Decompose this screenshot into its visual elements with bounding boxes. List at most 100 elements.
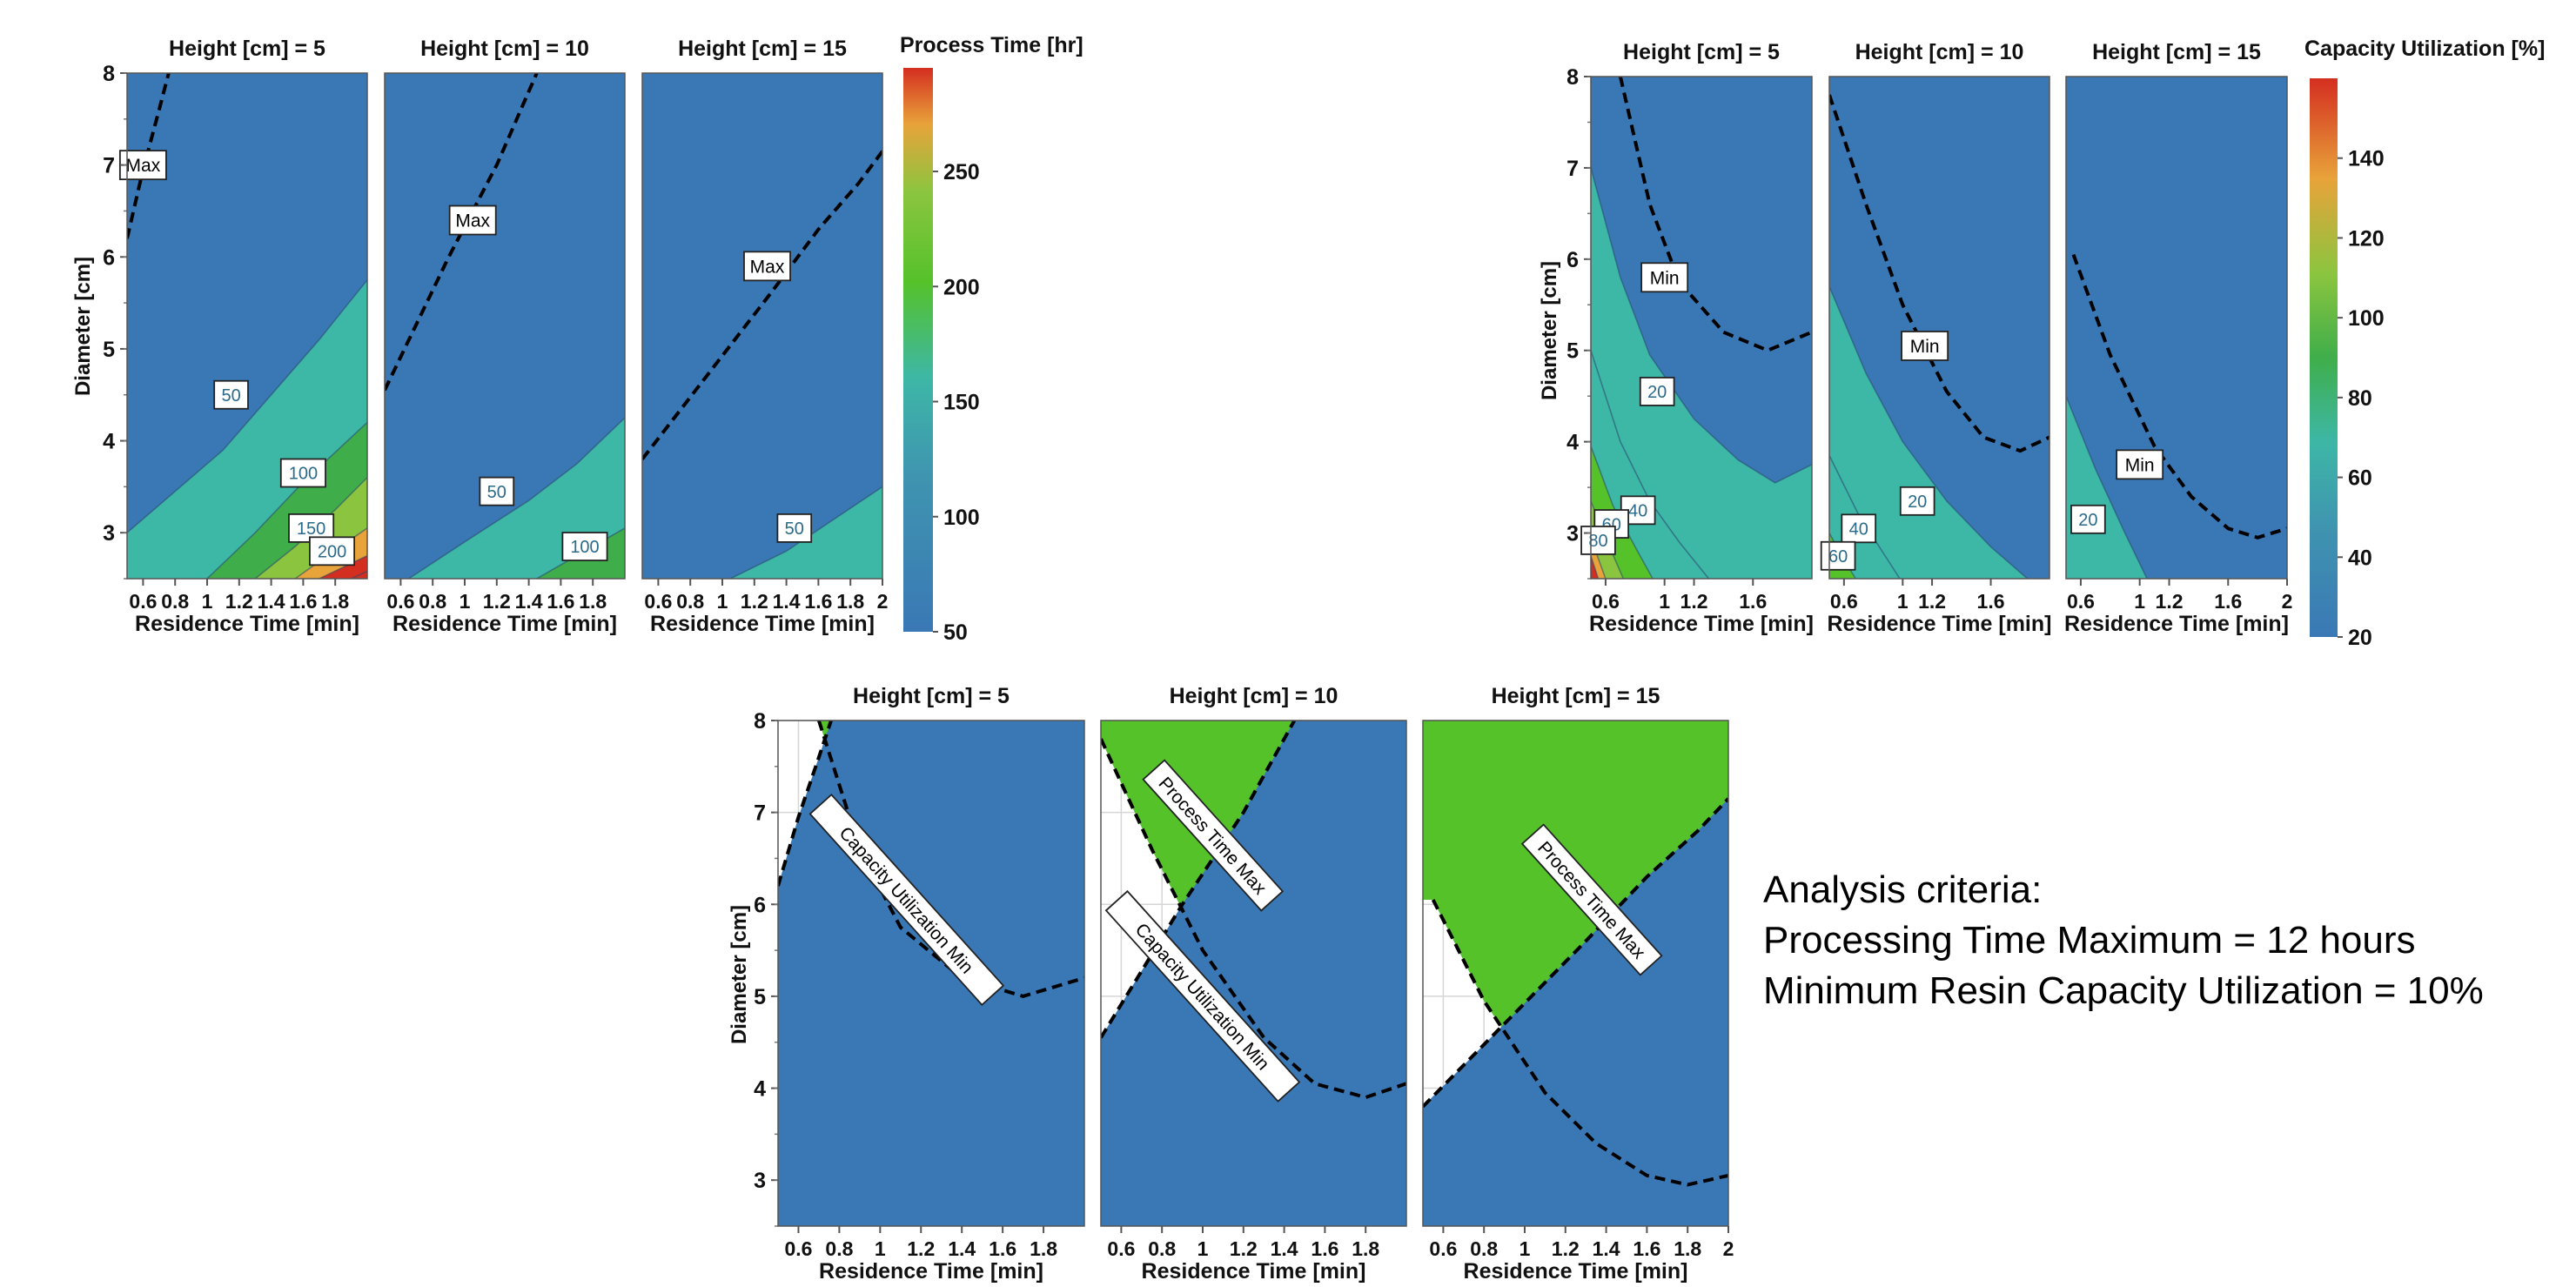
constraint-line xyxy=(642,150,882,460)
y-tick-label: 8 xyxy=(103,62,115,86)
both-violated-region xyxy=(1423,721,1728,1185)
panel-frame xyxy=(126,72,368,580)
y-axis-label: Diameter [cm] xyxy=(71,257,95,396)
x-tick-label: 1.6 xyxy=(547,590,574,613)
pt_max-label-box xyxy=(1520,823,1663,976)
y-tick-label: 5 xyxy=(754,985,766,1009)
constraint-label: Max xyxy=(448,204,497,236)
panel-5: 50 100 150 200 Max 0.6 0.8 1 1.2 1.4 1.6 1.8Residen… xyxy=(103,37,368,636)
panel-title: Height [cm] = 10 xyxy=(420,37,589,61)
constraint-lines xyxy=(1423,797,1728,1187)
x-tick-label: 1.8 xyxy=(1352,1237,1379,1260)
contour-band-50 xyxy=(730,486,882,579)
analysis-criteria: Analysis criteria: Processing Time Maxim… xyxy=(1763,865,2484,1016)
x-tick-label: 2 xyxy=(1723,1237,1734,1260)
capacity-min-line xyxy=(1101,738,1406,1100)
x-tick-label: 1.2 xyxy=(1552,1237,1580,1260)
contour-label-box xyxy=(561,532,608,561)
contour-label-text: 50 xyxy=(785,519,804,539)
contour-label-text: 50 xyxy=(221,386,240,406)
contour-band-20 xyxy=(1591,167,1812,579)
x-axis-label: Residence Time [min] xyxy=(392,612,617,636)
constraint-lines xyxy=(778,721,1084,998)
colorbar-tick-label: 150 xyxy=(943,391,980,415)
contour-label: 50 xyxy=(776,513,813,543)
x-tick-label: 1.2 xyxy=(741,590,768,613)
y-tick-label: 4 xyxy=(1566,431,1579,455)
contour-band-100 xyxy=(536,527,625,579)
x-tick-label: 1.6 xyxy=(289,590,317,613)
constraint-label-box xyxy=(2116,449,2164,480)
x-tick-label: 1.8 xyxy=(1674,1237,1701,1260)
y-tick-label: 6 xyxy=(754,893,766,917)
x-tick-label: 0.6 xyxy=(784,1237,812,1260)
y-tick-label: 4 xyxy=(103,430,115,454)
x-axis-label: Residence Time [min] xyxy=(1464,1259,1688,1284)
x-axis-label: Residence Time [min] xyxy=(1828,612,2052,636)
constraint-label-text: Min xyxy=(1910,337,1940,357)
x-axis-label: Residence Time [min] xyxy=(819,1259,1043,1284)
colorbar-title: Capacity Utilization [%] xyxy=(2304,37,2545,61)
constraint-label: Min xyxy=(2116,449,2164,480)
x-tick-label: 1.6 xyxy=(1311,1237,1338,1260)
x-axis-label: Residence Time [min] xyxy=(135,612,359,636)
colorbar-tick-label: 100 xyxy=(943,506,980,530)
contour-label-box xyxy=(1639,377,1675,406)
contour-label-text: 200 xyxy=(318,543,346,562)
y-tick-label: 5 xyxy=(1566,339,1579,364)
panel-frame xyxy=(1100,720,1407,1227)
contour-label-box xyxy=(776,513,813,543)
contour-line-290 xyxy=(351,570,367,579)
x-tick-label: 0.8 xyxy=(161,590,189,613)
constraint-lines xyxy=(1101,721,1406,1100)
x-axis-label: Residence Time [min] xyxy=(2064,612,2289,636)
colorbar-gradient xyxy=(903,68,933,632)
x-tick-label: 1.2 xyxy=(483,590,511,613)
panel-frame xyxy=(777,720,1085,1227)
constraint-line xyxy=(127,73,171,239)
y-tick-label: 3 xyxy=(754,1169,766,1193)
panel-frame xyxy=(1422,720,1729,1227)
x-tick-label: 1.4 xyxy=(773,590,801,613)
contour-label: 80 xyxy=(1580,526,1616,555)
x-tick-label: 0.6 xyxy=(644,590,672,613)
x-tick-label: 1.2 xyxy=(907,1237,935,1260)
contour-band-20 xyxy=(1829,286,2028,579)
contour-label-box xyxy=(1841,513,1877,544)
x-tick-label: 0.8 xyxy=(1470,1237,1498,1260)
x-tick-label: 1.6 xyxy=(1739,590,1767,613)
x-tick-label: 0.8 xyxy=(419,590,446,613)
y-axis-label: Diameter [cm] xyxy=(1538,261,1561,400)
contour-label-text: 50 xyxy=(487,483,506,502)
both-violated-group xyxy=(1423,721,1728,1185)
contour-label-text: 20 xyxy=(1647,383,1667,402)
x-tick-label: 1 xyxy=(1197,1237,1209,1260)
x-tick-label: 0.6 xyxy=(1107,1237,1135,1260)
constraint-label-text: Max xyxy=(455,211,490,231)
x-tick-label: 1 xyxy=(1659,590,1670,613)
contour-label: 100 xyxy=(561,532,608,561)
constraint-label-text: Min xyxy=(1650,268,1680,288)
contour-label: 100 xyxy=(279,458,326,488)
constraint-label-box xyxy=(448,204,497,236)
panel-frame xyxy=(1828,76,2050,580)
colorbar-tick-label: 80 xyxy=(2348,386,2372,411)
colorbar-tick-label: 140 xyxy=(2348,147,2385,171)
x-tick-label: 1.2 xyxy=(2156,590,2184,613)
contour-label-box xyxy=(1580,526,1616,555)
contour-label: 50 xyxy=(479,476,515,506)
process-time-max-line xyxy=(1101,721,1297,1039)
y-tick-label: 7 xyxy=(754,801,766,826)
colorbar-tick-label: 60 xyxy=(2348,466,2372,491)
x-tick-label: 1 xyxy=(1897,590,1909,613)
colorbar-title: Process Time [hr] xyxy=(900,33,1083,57)
contour-fills xyxy=(730,486,882,579)
contour-label-box xyxy=(1899,486,1935,516)
contour-label: 20 xyxy=(1899,486,1935,516)
x-axis-label: Residence Time [min] xyxy=(650,612,875,636)
colorbar: Capacity Utilization [%] 20 40 60 80 100 120 14… xyxy=(2304,37,2545,650)
capacity-min-line xyxy=(1431,899,1728,1187)
colorbar-tick-label: 100 xyxy=(2348,306,2385,331)
contour-line-50 xyxy=(408,417,625,579)
